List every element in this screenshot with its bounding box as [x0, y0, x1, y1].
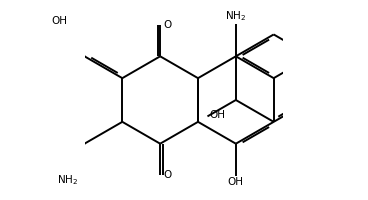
- Text: NH$_2$: NH$_2$: [57, 173, 78, 187]
- Text: OH: OH: [228, 177, 244, 187]
- Text: OH: OH: [209, 110, 225, 120]
- Text: NH$_2$: NH$_2$: [225, 9, 247, 23]
- Text: O: O: [163, 20, 171, 30]
- Text: OH: OH: [51, 16, 67, 26]
- Text: O: O: [163, 170, 171, 180]
